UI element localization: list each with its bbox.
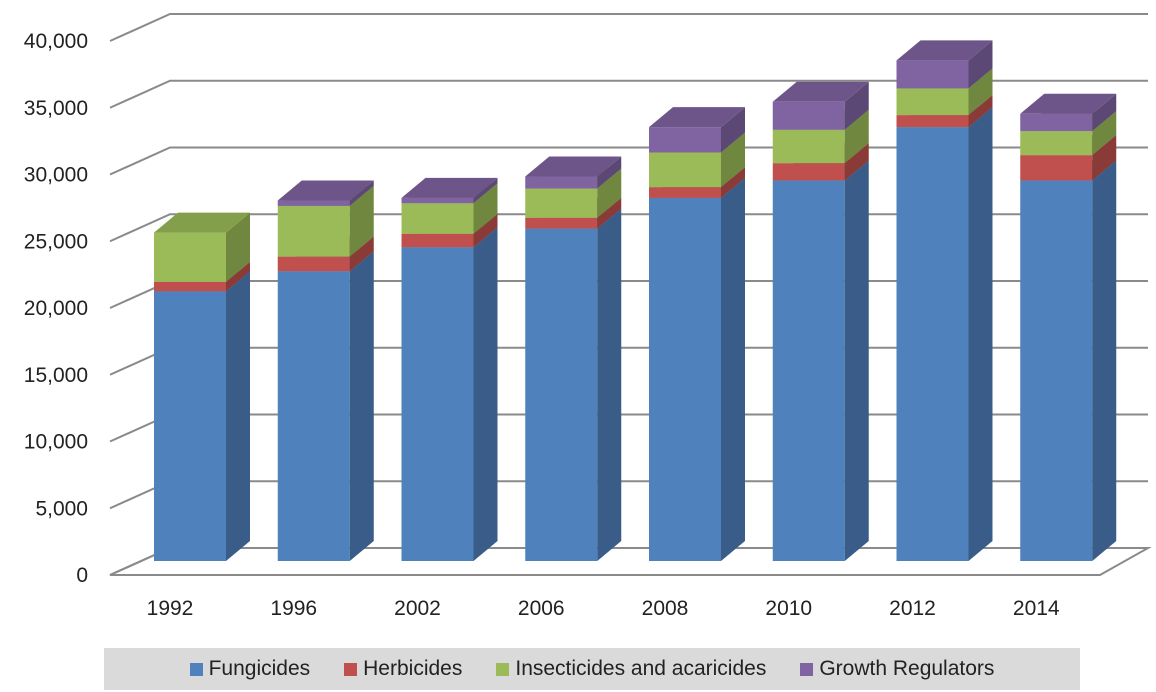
bar-segment-fungicides	[649, 177, 745, 561]
legend-swatch	[800, 662, 814, 676]
floor-outline	[109, 547, 1152, 576]
x-tick-label: 2014	[1013, 597, 1060, 620]
y-tick-label: 35,000	[24, 97, 88, 120]
bars	[154, 40, 1117, 561]
bar-stack-2008	[649, 107, 745, 561]
y-tick-label: 15,000	[24, 364, 88, 387]
x-axis-ticks: 1992 1996 2002 2006 2008 2010 2012 2014	[147, 597, 1060, 620]
y-tick-label: 25,000	[24, 230, 88, 253]
bar-segment-fungicides	[525, 208, 622, 561]
bar-segment-fungicides	[277, 251, 374, 561]
y-tick-label: 0	[76, 564, 88, 587]
legend-entry: Fungicides	[189, 657, 311, 681]
bar-segment-growth-regulators	[1020, 93, 1117, 132]
bar-stack-2012	[896, 40, 993, 561]
legend-entry: Growth Regulators	[800, 657, 994, 681]
bar-stack-2002	[401, 177, 498, 561]
bar-stack-1992	[154, 212, 250, 561]
legend-label: Growth Regulators	[819, 657, 995, 680]
bar-segment-growth-regulators	[401, 177, 498, 204]
legend: Fungicides Herbicides Insecticides and aca…	[104, 648, 1080, 690]
legend-swatch	[189, 662, 203, 676]
x-tick-label: 2008	[642, 597, 689, 620]
gridline	[109, 79, 1148, 109]
legend-swatch	[344, 662, 358, 676]
x-tick-label: 2012	[889, 597, 936, 620]
gridline	[109, 547, 1148, 576]
x-tick-label: 1996	[270, 597, 317, 620]
x-tick-label: 2002	[394, 597, 441, 620]
bar-segment-growth-regulators	[649, 107, 745, 153]
bar-stack-2010	[772, 81, 869, 561]
bar-segment-fungicides	[154, 271, 250, 561]
gridline	[109, 13, 1148, 42]
legend-label: Fungicides	[208, 657, 311, 680]
legend-entry: Insecticides and acaricides	[496, 657, 766, 681]
bar-segment-growth-regulators	[525, 156, 622, 189]
y-axis-ticks: 0 5,000 10,000 15,000 20,000 25,000 30,000 35,0…	[24, 30, 88, 587]
bar-segment-fungicides	[401, 227, 498, 561]
x-tick-label: 2006	[518, 597, 565, 620]
y-tick-label: 5,000	[35, 497, 88, 520]
legend-label: Insecticides and acaricides	[515, 657, 767, 680]
bar-stack-2006	[525, 156, 622, 561]
bar-stack-1996	[277, 180, 374, 561]
bar-segment-fungicides	[896, 107, 993, 561]
x-tick-label: 1992	[147, 597, 194, 620]
bar-stack-2014	[1020, 93, 1117, 561]
bar-segment-fungicides	[772, 160, 869, 561]
bar-segment-growth-regulators	[772, 81, 869, 130]
y-tick-label: 30,000	[24, 164, 88, 187]
legend-entry: Herbicides	[344, 657, 462, 681]
legend-label: Herbicides	[363, 657, 463, 680]
legend-swatch	[496, 662, 510, 676]
y-tick-label: 40,000	[24, 30, 88, 53]
x-tick-label: 2010	[765, 597, 812, 620]
bar-segment-insecticides-and-acaricides	[154, 212, 250, 282]
bar-segment-growth-regulators	[277, 180, 374, 206]
y-tick-label: 10,000	[24, 431, 88, 454]
bar-segment-growth-regulators	[896, 40, 993, 89]
bar-segment-fungicides	[1020, 160, 1117, 561]
y-tick-label: 20,000	[24, 297, 88, 320]
